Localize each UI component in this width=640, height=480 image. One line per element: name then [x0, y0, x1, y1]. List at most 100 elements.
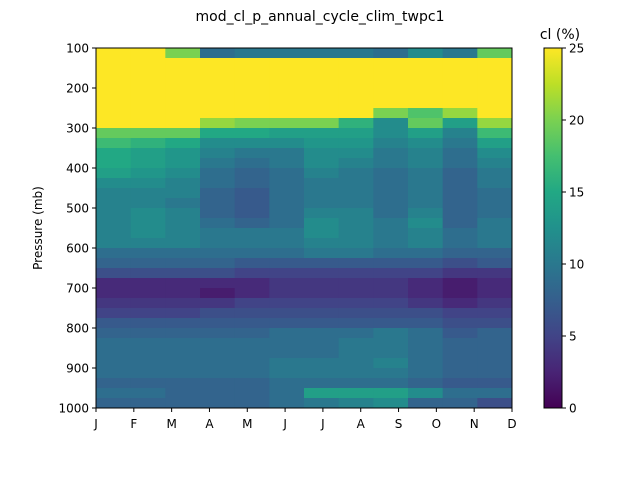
heatmap-cell	[442, 298, 478, 309]
heatmap-cell	[442, 58, 478, 69]
y-tick-label: 100	[66, 42, 89, 56]
heatmap-cell	[373, 158, 409, 169]
heatmap-cell	[234, 138, 270, 149]
heatmap-cell	[269, 158, 305, 169]
heatmap-cell	[442, 128, 478, 139]
heatmap-cell	[477, 368, 513, 379]
heatmap-cell	[442, 98, 478, 109]
heatmap-cell	[304, 368, 340, 379]
heatmap-cell	[96, 158, 132, 169]
heatmap-cell	[442, 88, 478, 99]
y-tick-label: 600	[66, 242, 89, 256]
heatmap-cell	[165, 128, 201, 139]
heatmap-cell	[408, 358, 444, 369]
heatmap-cell	[304, 108, 340, 119]
heatmap-cell	[96, 218, 132, 229]
heatmap-cell	[304, 378, 340, 389]
heatmap-cell	[269, 118, 305, 129]
heatmap-cell	[373, 148, 409, 159]
heatmap-cell	[373, 228, 409, 239]
heatmap-cell	[234, 88, 270, 99]
heatmap-cell	[373, 98, 409, 109]
heatmap-cell	[304, 88, 340, 99]
heatmap-cell	[373, 108, 409, 119]
heatmap-cell	[200, 378, 236, 389]
heatmap-cell	[200, 118, 236, 129]
heatmap-cell	[165, 68, 201, 79]
heatmap-cell	[130, 358, 166, 369]
heatmap-cell	[373, 368, 409, 379]
heatmap-cell	[200, 298, 236, 309]
heatmap-cell	[338, 218, 374, 229]
heatmap-cell	[269, 148, 305, 159]
heatmap-cell	[200, 278, 236, 289]
heatmap-cell	[477, 308, 513, 319]
y-tick-label: 1000	[58, 402, 89, 416]
heatmap-cell	[96, 328, 132, 339]
heatmap-cell	[373, 398, 409, 409]
heatmap-cell	[408, 148, 444, 159]
heatmap-cell	[234, 328, 270, 339]
heatmap-cell	[200, 128, 236, 139]
heatmap-cell	[373, 48, 409, 59]
heatmap-cell	[442, 68, 478, 79]
heatmap-cell	[234, 68, 270, 79]
heatmap-cell	[338, 238, 374, 249]
y-tick-label: 500	[66, 202, 89, 216]
heatmap-cell	[234, 368, 270, 379]
heatmap-cell	[338, 388, 374, 399]
heatmap-cell	[477, 388, 513, 399]
colorbar-tick-label: 15	[569, 186, 584, 200]
heatmap-cell	[200, 148, 236, 159]
heatmap-cell	[269, 248, 305, 259]
heatmap-cell	[130, 138, 166, 149]
heatmap-cell	[165, 218, 201, 229]
heatmap-cell	[304, 68, 340, 79]
heatmap-cell	[200, 208, 236, 219]
heatmap-cell	[200, 178, 236, 189]
heatmap-cell	[269, 368, 305, 379]
heatmap-cell	[338, 198, 374, 209]
colorbar-ticks: 0 5 10 15 20 25	[562, 42, 584, 416]
x-tick-label: M	[166, 417, 176, 431]
heatmap-cell	[234, 168, 270, 179]
heatmap-cell	[130, 198, 166, 209]
heatmap-cell	[96, 358, 132, 369]
heatmap-cell	[477, 298, 513, 309]
heatmap-cell	[165, 278, 201, 289]
heatmap-cell	[408, 118, 444, 129]
heatmap-cell	[373, 378, 409, 389]
heatmap-cell	[269, 398, 305, 409]
heatmap-cell	[304, 388, 340, 399]
heatmap-cell	[234, 98, 270, 109]
heatmap-cell	[165, 358, 201, 369]
heatmap-cell	[408, 138, 444, 149]
heatmap-cell	[234, 218, 270, 229]
heatmap-cell	[130, 368, 166, 379]
heatmap-cell	[408, 398, 444, 409]
heatmap-cell	[408, 198, 444, 209]
heatmap-cell	[442, 78, 478, 89]
heatmap-cell	[304, 318, 340, 329]
heatmap-cell	[304, 118, 340, 129]
heatmap-cell	[373, 188, 409, 199]
heatmap-cell	[442, 338, 478, 349]
heatmap-cell	[165, 268, 201, 279]
heatmap-cell	[96, 248, 132, 259]
heatmap-cell	[165, 188, 201, 199]
heatmap-cell	[96, 388, 132, 399]
heatmap-cell	[373, 328, 409, 339]
heatmap-cell	[200, 228, 236, 239]
heatmap-cell	[165, 98, 201, 109]
heatmap-cell	[338, 188, 374, 199]
heatmap-cell	[96, 228, 132, 239]
heatmap-cell	[200, 328, 236, 339]
heatmap-cell	[304, 158, 340, 169]
heatmap-cell	[477, 108, 513, 119]
heatmap-cell	[304, 268, 340, 279]
heatmap-cell	[442, 188, 478, 199]
heatmap-cell	[477, 128, 513, 139]
colorbar-tick-label: 10	[569, 258, 584, 272]
heatmap-cell	[442, 308, 478, 319]
heatmap-cell	[408, 268, 444, 279]
